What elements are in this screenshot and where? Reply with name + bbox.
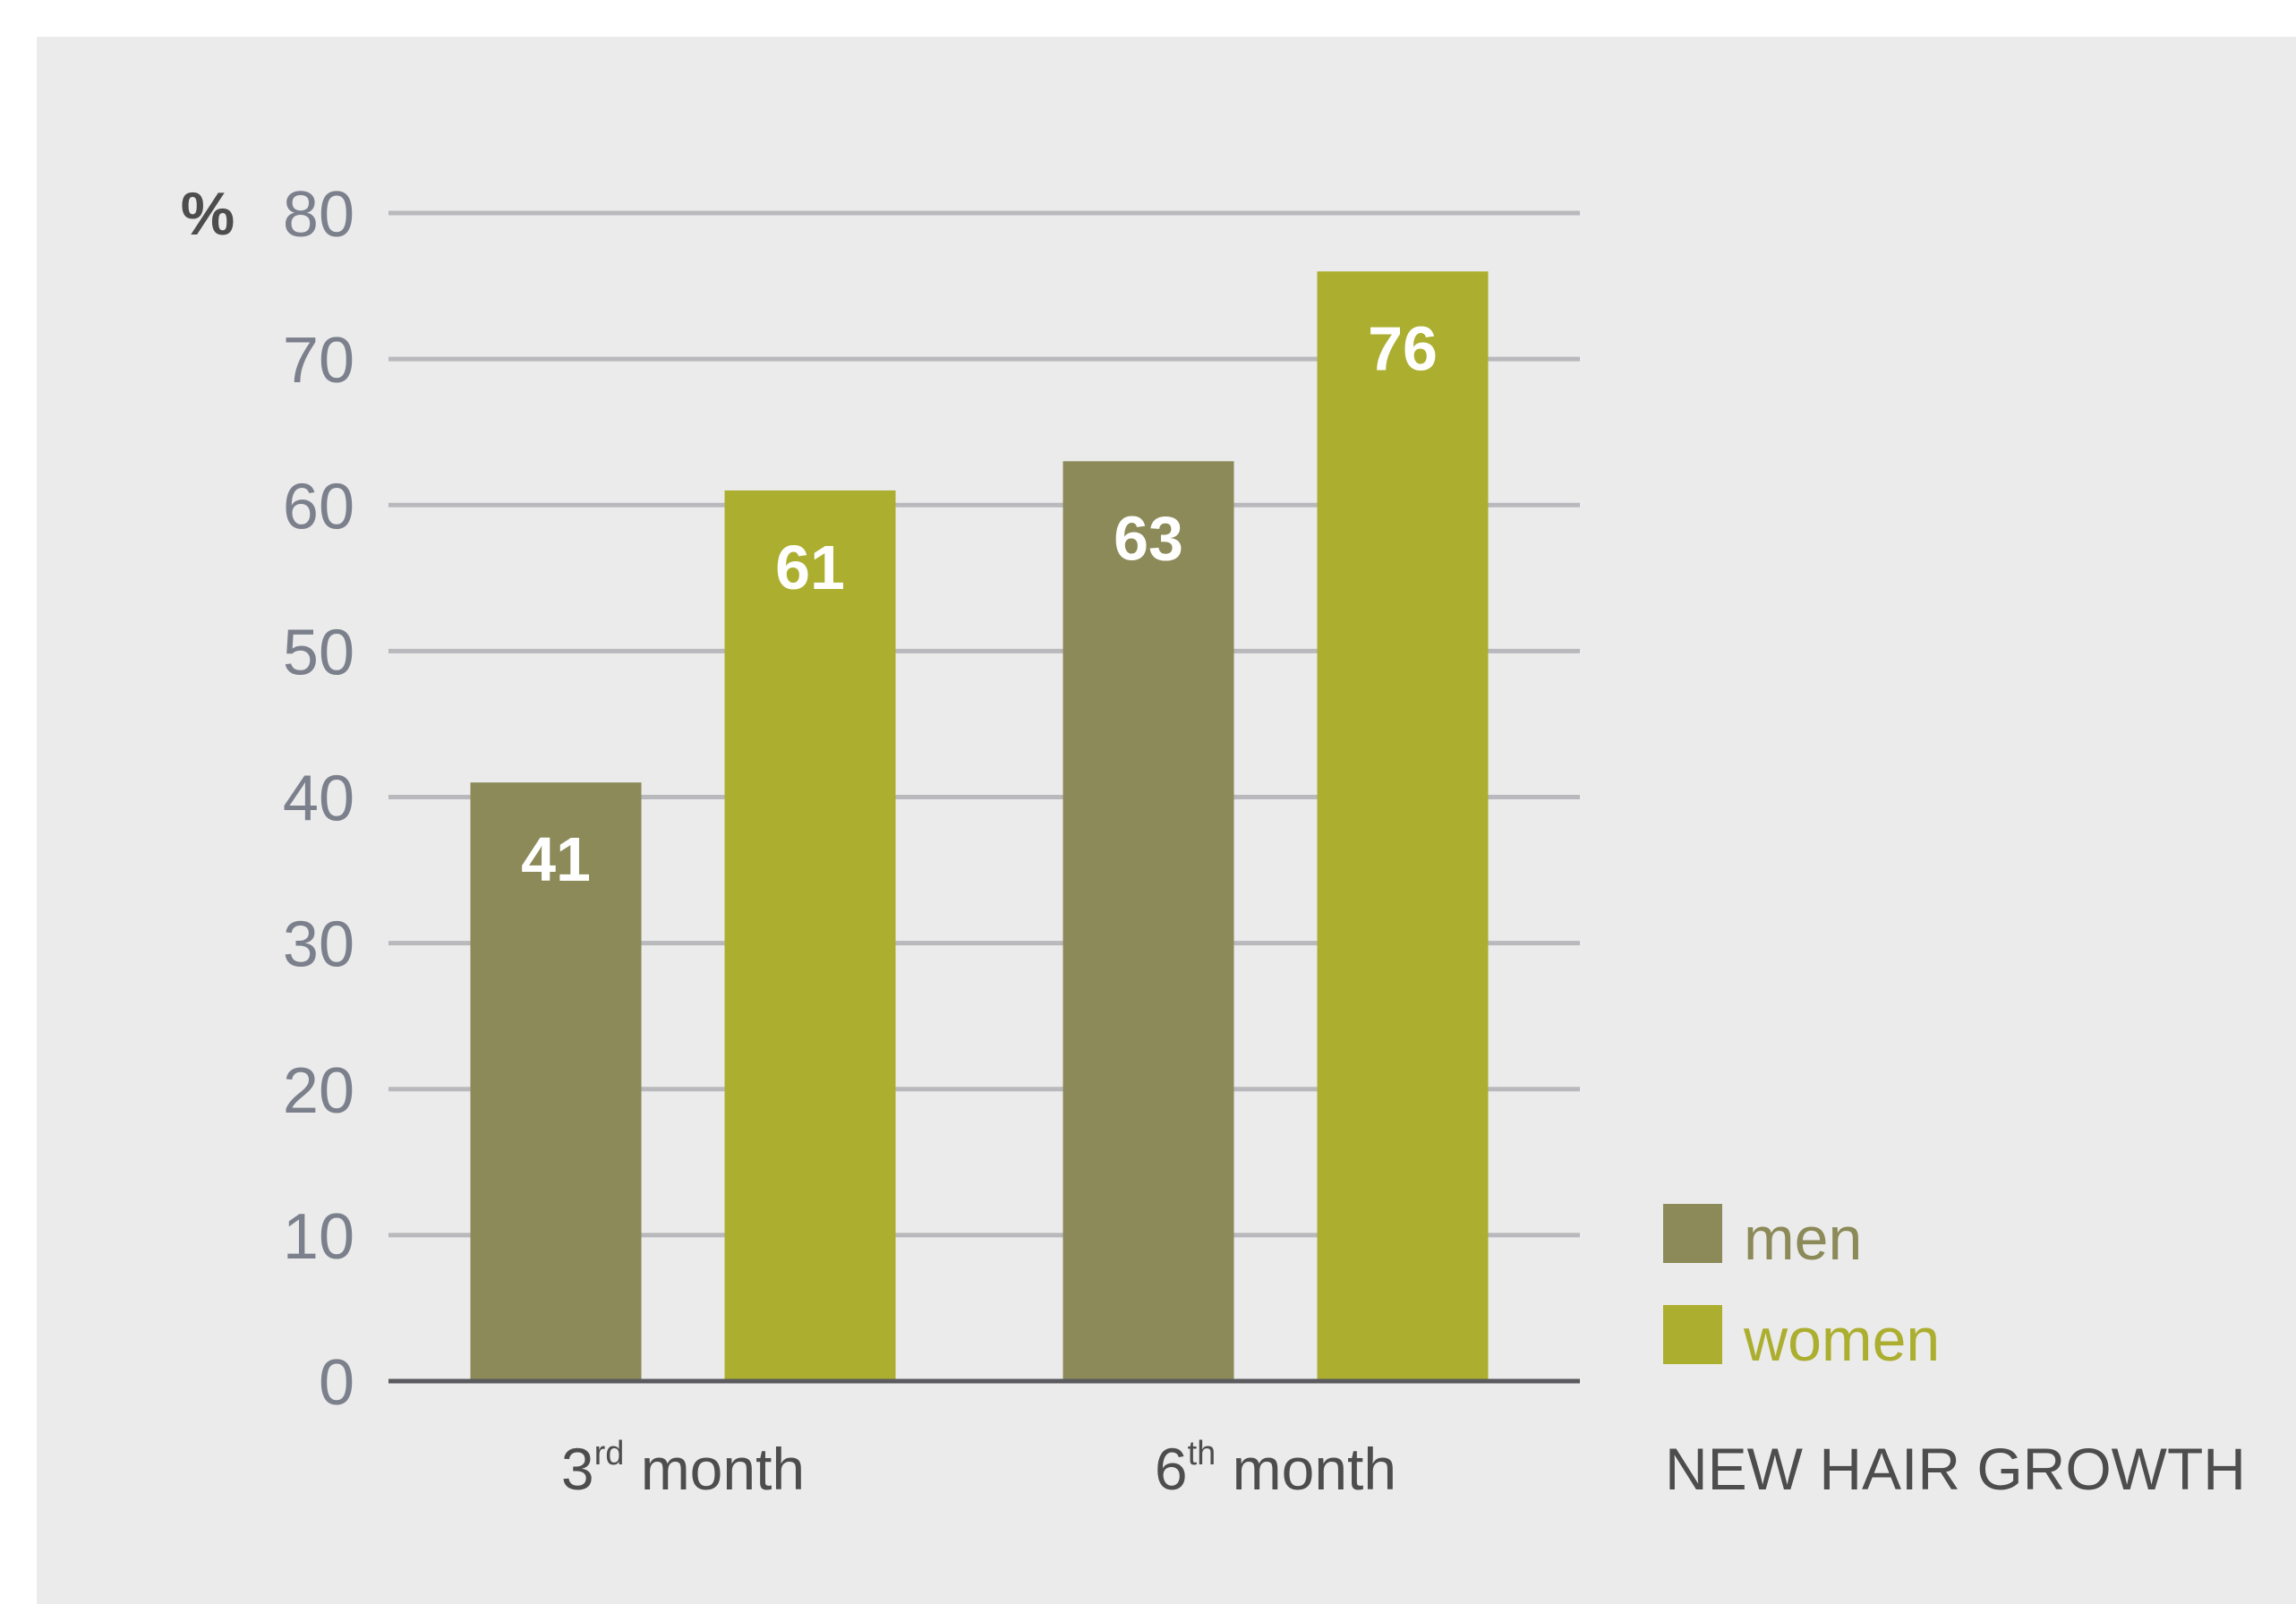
bar-men-2: [1063, 461, 1234, 1381]
y-tick-label-40: 40: [283, 764, 354, 835]
y-tick-label-70: 70: [283, 325, 354, 397]
bar-women-1: [724, 490, 896, 1381]
legend-label-women: women: [1743, 1306, 1940, 1374]
y-tick-label-10: 10: [283, 1201, 354, 1273]
x-category-label-2: 6th month: [1155, 1435, 1396, 1502]
x-axis-categories: 3rd month 6th month: [561, 1435, 1396, 1502]
y-axis-ticks: 0 10 20 30 40 50 60 70 80: [283, 179, 354, 1419]
bar-women-2: [1317, 271, 1489, 1381]
y-tick-label-0: 0: [319, 1347, 354, 1419]
data-label-women-2: 76: [1368, 313, 1438, 383]
y-tick-label-50: 50: [283, 617, 354, 688]
y-tick-label-20: 20: [283, 1055, 354, 1127]
bar-men-1: [470, 782, 642, 1381]
legend-label-men: men: [1744, 1205, 1862, 1273]
chart-title: NEW HAIR GROWTH: [1665, 1436, 2246, 1502]
legend: men women: [1663, 1204, 1940, 1374]
legend-swatch-men: [1663, 1204, 1722, 1263]
y-axis-unit: %: [181, 180, 235, 248]
bars: 41 61 63 76: [470, 271, 1489, 1381]
y-tick-label-80: 80: [283, 179, 354, 251]
y-tick-label-30: 30: [283, 909, 354, 981]
data-label-women-1: 61: [775, 533, 845, 602]
legend-swatch-women: [1663, 1305, 1722, 1364]
y-tick-label-60: 60: [283, 471, 354, 542]
x-category-label-1: 3rd month: [561, 1435, 805, 1502]
data-label-men-1: 41: [521, 824, 591, 894]
data-label-men-2: 63: [1114, 503, 1183, 573]
